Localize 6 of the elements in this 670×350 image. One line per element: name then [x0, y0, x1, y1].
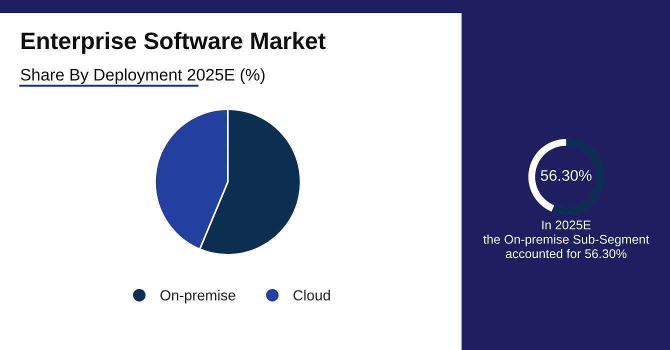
legend-label: On-premise	[160, 290, 236, 304]
legend-label: Cloud	[294, 290, 330, 300]
chart-subtitle: Share By Deployment 2025E (%)	[20, 68, 265, 84]
chart-title: Enterprise Software Market	[22, 32, 326, 54]
text: 56.30%	[540, 170, 592, 181]
text: In 2025E the On-premise Sub-Segment accounted for 56.30%	[483, 220, 650, 258]
